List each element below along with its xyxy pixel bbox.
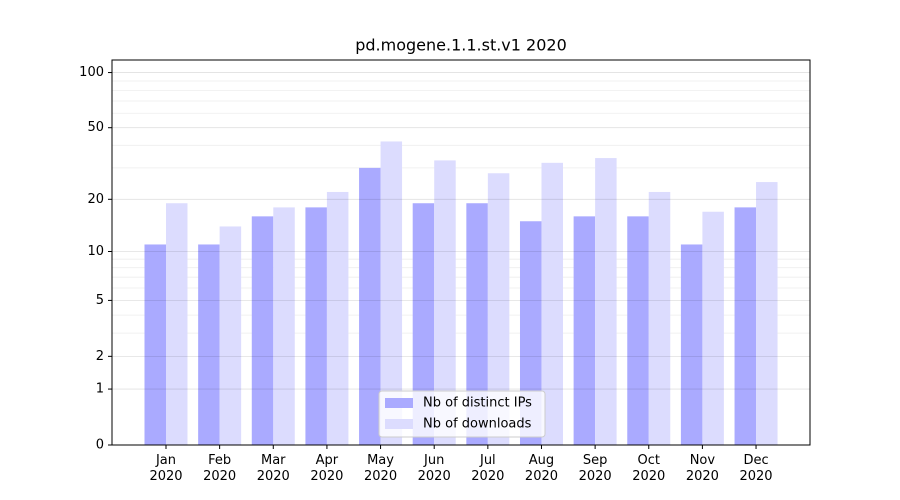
x-tick-label: Dec 2020 xyxy=(739,453,773,484)
bar xyxy=(519,221,542,445)
x-tick-label: Feb 2020 xyxy=(203,453,237,484)
y-tick-label: 5 xyxy=(96,293,104,308)
legend-swatch xyxy=(385,398,413,408)
bar xyxy=(273,207,295,445)
x-tick-label: Jul 2020 xyxy=(471,453,505,484)
legend: Nb of distinct IPs Nb of downloads xyxy=(378,390,546,438)
bar xyxy=(680,244,703,445)
bar xyxy=(756,182,778,445)
x-tick-label: Oct 2020 xyxy=(632,453,666,484)
legend-label: Nb of downloads xyxy=(423,417,532,432)
bar xyxy=(541,162,563,445)
x-tick-label: Apr 2020 xyxy=(310,453,344,484)
bar xyxy=(326,191,349,445)
bar xyxy=(359,167,381,445)
bar xyxy=(144,244,166,445)
bar xyxy=(412,203,435,445)
y-tick-label: 2 xyxy=(96,349,104,364)
bar xyxy=(595,158,617,445)
bar xyxy=(648,191,671,445)
x-tick-label: Jan 2020 xyxy=(149,453,183,484)
x-tick-label: Mar 2020 xyxy=(256,453,290,484)
bar xyxy=(219,226,242,445)
y-tick-label: 10 xyxy=(87,244,104,259)
x-tick-label: Aug 2020 xyxy=(524,453,559,484)
bar xyxy=(466,203,488,445)
legend-box xyxy=(378,390,546,438)
x-tick-label: Sep 2020 xyxy=(578,453,612,484)
y-tick-label: 1 xyxy=(96,382,104,397)
bar xyxy=(487,173,510,445)
bar xyxy=(305,207,327,445)
bar xyxy=(734,207,757,445)
legend-swatch xyxy=(385,419,413,429)
y-tick-label: 100 xyxy=(79,65,104,80)
bar xyxy=(198,244,220,445)
bar xyxy=(166,203,188,445)
bar xyxy=(380,141,403,445)
bar xyxy=(702,211,724,445)
chart-title: pd.mogene.1.1.st.v1 2020 xyxy=(355,36,567,55)
x-tick-label: Nov 2020 xyxy=(685,453,719,484)
y-tick-label: 50 xyxy=(87,120,104,135)
plot-frame xyxy=(111,59,811,446)
legend-label: Nb of distinct IPs xyxy=(423,396,532,411)
y-tick-label: 20 xyxy=(87,192,104,207)
y-tick-label: 0 xyxy=(96,438,104,453)
bar xyxy=(627,216,649,445)
bar xyxy=(434,160,456,445)
bar xyxy=(573,216,596,445)
x-tick-label: Jun 2020 xyxy=(417,453,451,484)
bar xyxy=(251,216,274,445)
x-tick-label: May 2020 xyxy=(364,453,398,484)
